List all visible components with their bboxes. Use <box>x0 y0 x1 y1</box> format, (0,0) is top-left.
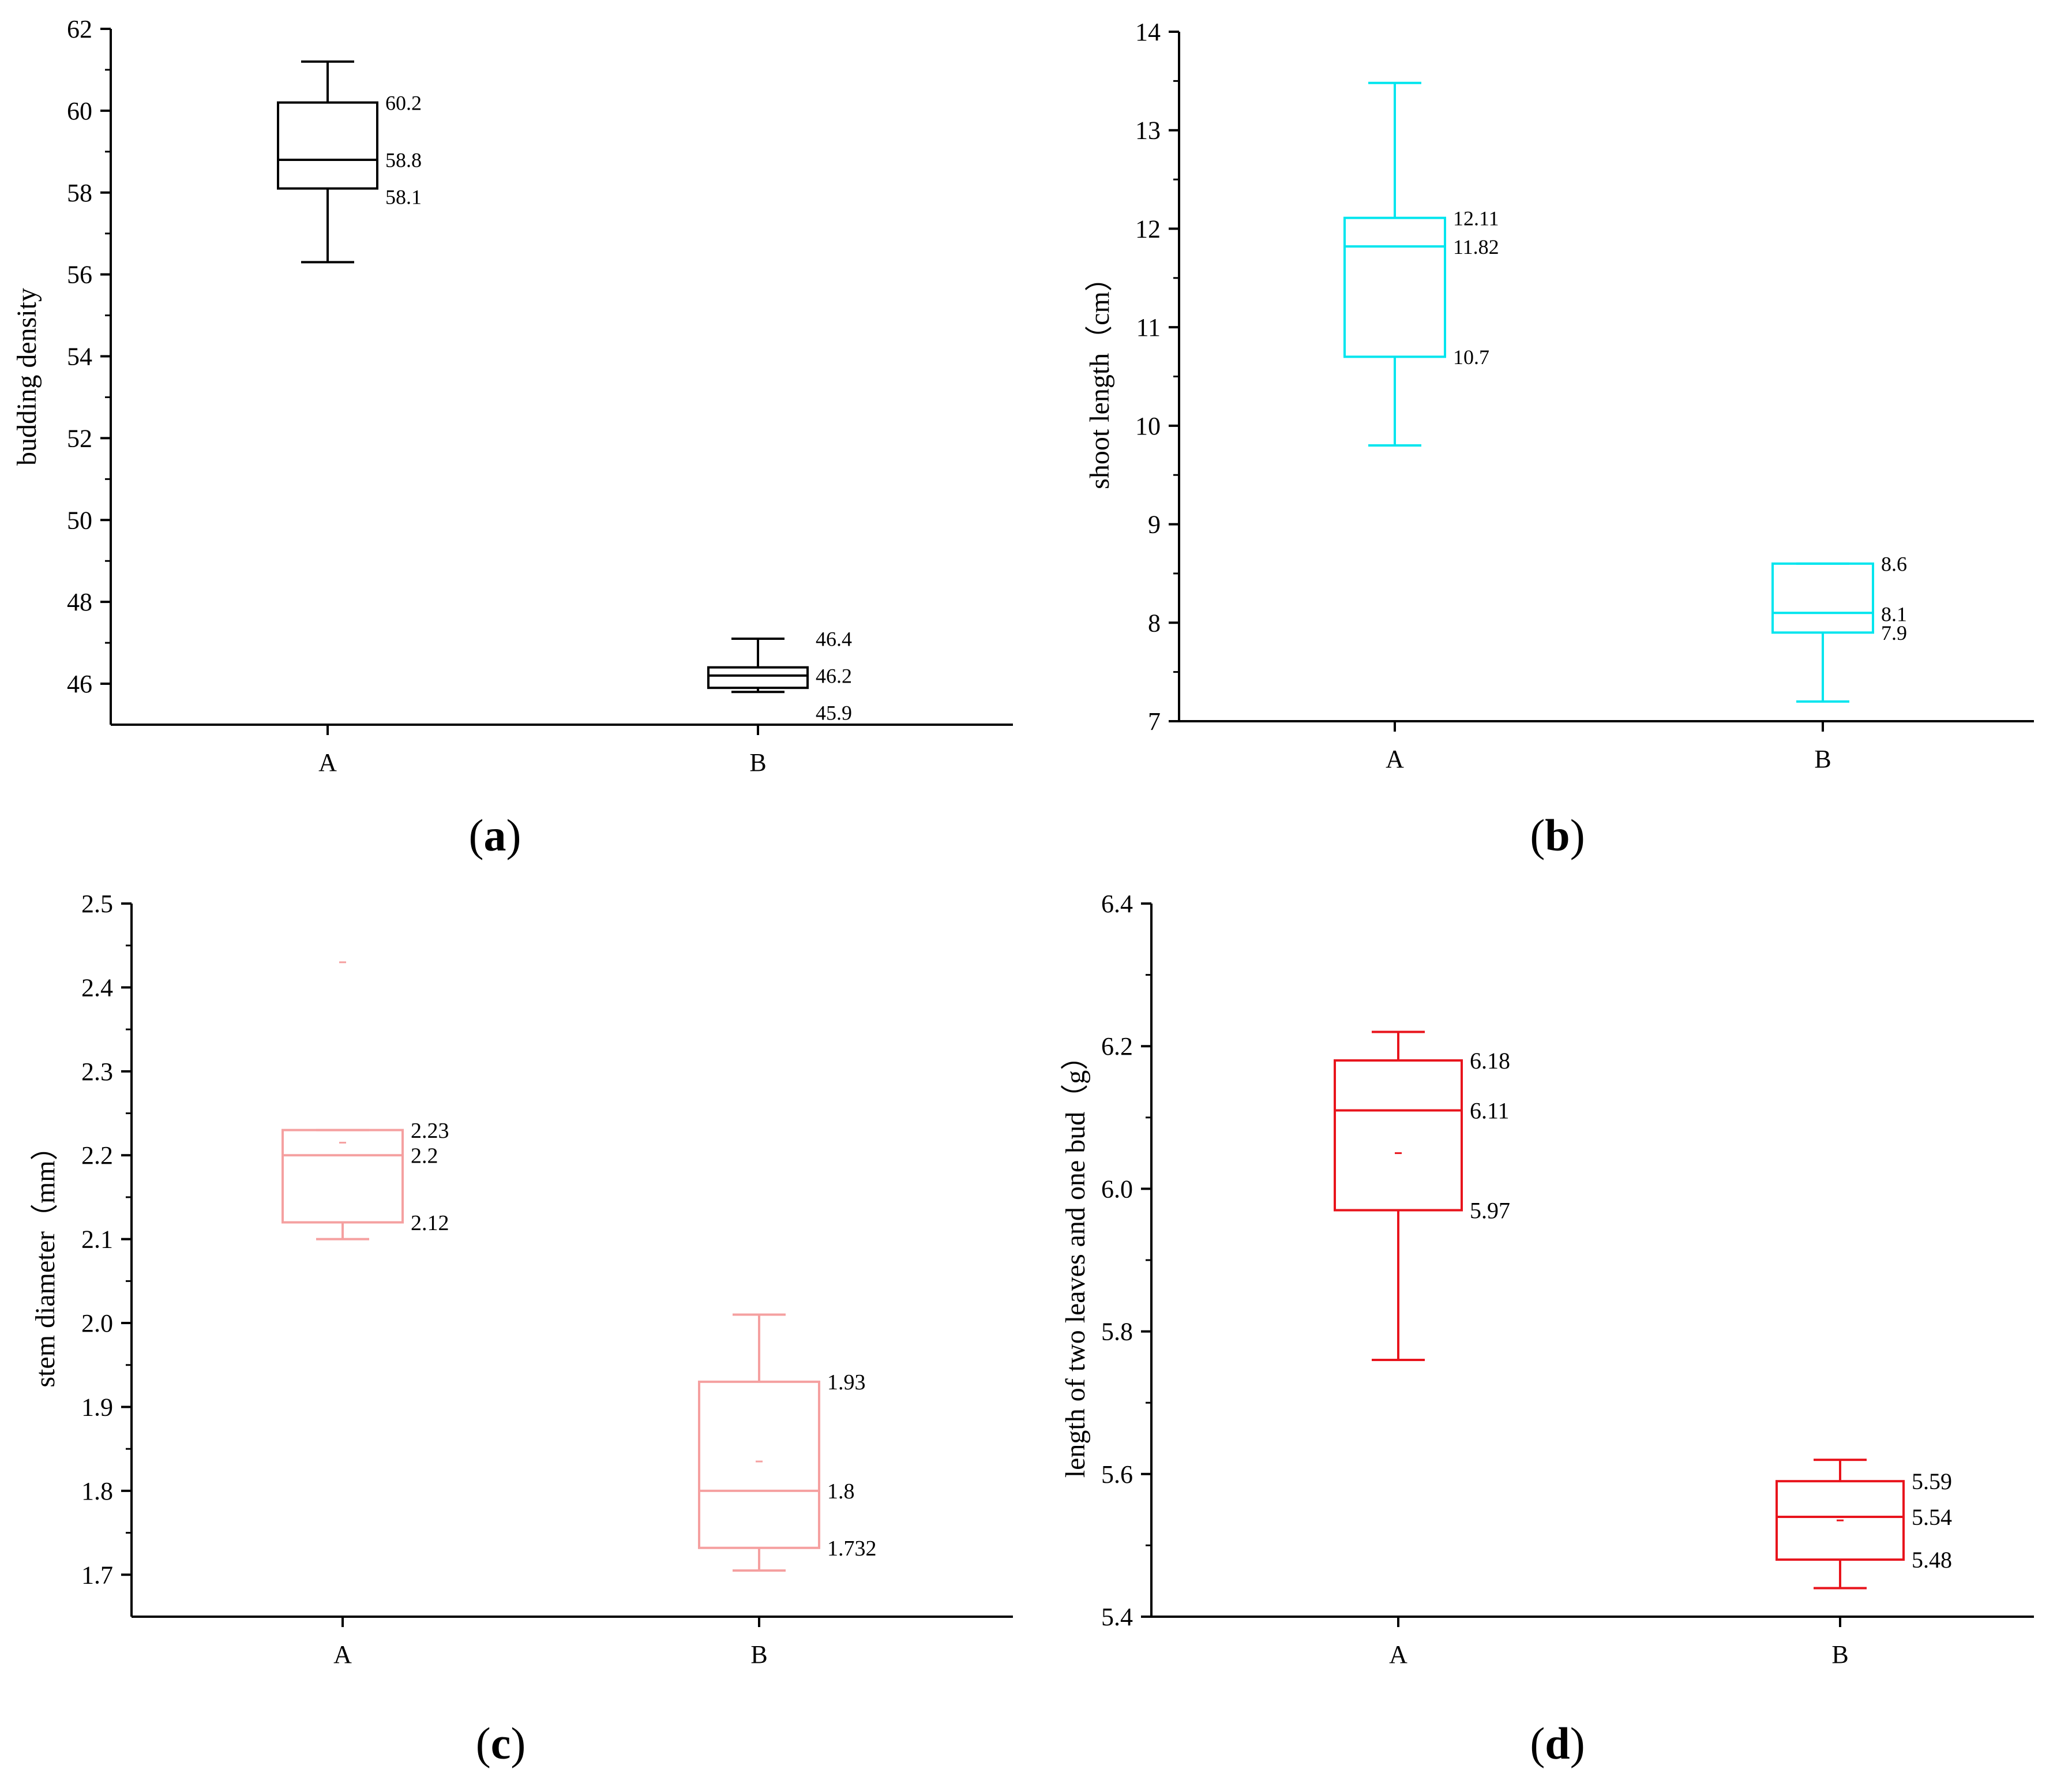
data-label: 58.8 <box>385 149 422 172</box>
data-label: 6.11 <box>1470 1097 1510 1123</box>
data-label: 7.9 <box>1881 621 1907 644</box>
panel-label: (c) <box>476 1718 526 1768</box>
box-A: 12.11 11.82 10.7 <box>1343 81 1499 447</box>
iqr-box <box>277 101 378 190</box>
data-label: 5.54 <box>1912 1504 1952 1530</box>
y-tick-label: 5.6 <box>1101 1460 1133 1489</box>
data-label: 12.11 <box>1453 207 1499 230</box>
box-B: 1.93 1.8 1.732 <box>698 1313 877 1572</box>
box-A: 60.2 58.8 58.1 <box>277 60 422 264</box>
y-tick-label: 6.0 <box>1101 1175 1133 1203</box>
data-label: 46.4 <box>816 628 852 651</box>
data-label: 8.6 <box>1881 552 1907 575</box>
y-tick-label: 1.7 <box>81 1561 113 1589</box>
y-tick-label: 54 <box>67 343 92 371</box>
iqr-box <box>1343 216 1446 358</box>
data-label: 1.732 <box>827 1536 877 1561</box>
data-label: 1.93 <box>827 1370 866 1395</box>
iqr-box <box>1771 562 1874 634</box>
y-tick-label: 46 <box>67 670 92 698</box>
data-label: 2.2 <box>411 1144 438 1168</box>
data-label: 5.97 <box>1470 1197 1510 1223</box>
data-label: 5.59 <box>1912 1468 1952 1494</box>
y-axis-label: shoot length（cm） <box>1084 264 1115 489</box>
y-tick-label: 58 <box>67 179 92 207</box>
y-tick-label: 52 <box>67 424 92 452</box>
panel-label: (d) <box>1530 1718 1585 1768</box>
y-tick-label: 50 <box>67 506 92 534</box>
data-label: 58.1 <box>385 185 422 208</box>
iqr-box <box>698 1380 820 1549</box>
y-tick-label: 10 <box>1135 412 1161 440</box>
data-label: 8.1 <box>1881 603 1907 626</box>
panel-label: (a) <box>469 810 521 860</box>
y-tick-label: 11 <box>1136 313 1161 342</box>
y-tick-label: 56 <box>67 261 92 289</box>
y-axis-label: budding density <box>12 288 42 466</box>
iqr-box <box>1334 1059 1463 1212</box>
y-tick-label: 8 <box>1148 609 1161 637</box>
y-tick-label: 12 <box>1135 215 1161 243</box>
panel-label: (b) <box>1530 810 1585 860</box>
data-label: 6.18 <box>1470 1048 1510 1074</box>
x-tick-label: A <box>318 748 337 777</box>
data-label: 1.8 <box>827 1479 855 1504</box>
y-tick-label: 5.4 <box>1101 1603 1133 1631</box>
y-tick-label: 2.4 <box>81 973 113 1002</box>
y-tick-label: 1.9 <box>81 1393 113 1421</box>
data-label: 46.2 <box>816 664 852 687</box>
x-tick-label: B <box>1831 1640 1848 1669</box>
iqr-box <box>1776 1480 1905 1561</box>
x-tick-label: A <box>333 1640 352 1669</box>
y-tick-label: 2.2 <box>81 1141 113 1170</box>
data-label: 10.7 <box>1453 346 1489 369</box>
box-A: 6.18 6.11 5.97 <box>1334 1030 1510 1362</box>
data-label: 2.23 <box>411 1119 449 1143</box>
box-B: 46.4 46.2 45.9 <box>707 628 852 724</box>
y-tick-label: 62 <box>67 15 92 43</box>
data-label: 60.2 <box>385 91 422 114</box>
iqr-box <box>281 1129 404 1224</box>
x-tick-label: B <box>750 1640 767 1669</box>
y-axis-label: stem diameter（mm） <box>30 1133 61 1387</box>
y-tick-label: 6.2 <box>1101 1032 1133 1060</box>
x-tick-label: B <box>749 748 766 777</box>
box-B: 8.6 8.17.9 <box>1771 552 1907 703</box>
y-tick-label: 60 <box>67 97 92 125</box>
y-axis-label: length of two leaves and one bud（g） <box>1060 1043 1091 1478</box>
y-tick-label: 48 <box>67 588 92 616</box>
y-tick-label: 2.1 <box>81 1225 113 1254</box>
y-tick-label: 5.8 <box>1101 1318 1133 1346</box>
y-tick-label: 2.0 <box>81 1309 113 1337</box>
iqr-box <box>707 666 809 689</box>
box-B: 5.59 5.54 5.48 <box>1776 1459 1952 1590</box>
y-tick-label: 2.5 <box>81 890 113 918</box>
data-label: 5.48 <box>1912 1547 1952 1573</box>
y-tick-label: 13 <box>1135 117 1161 145</box>
x-tick-label: B <box>1814 745 1831 773</box>
y-tick-label: 7 <box>1148 707 1161 736</box>
data-label: 11.82 <box>1453 235 1499 258</box>
data-label: 2.12 <box>411 1211 449 1235</box>
y-tick-label: 1.8 <box>81 1477 113 1505</box>
x-tick-label: A <box>1389 1640 1407 1669</box>
y-tick-label: 2.3 <box>81 1058 113 1086</box>
y-tick-label: 14 <box>1135 18 1161 46</box>
x-tick-label: A <box>1386 745 1404 773</box>
box-A: 2.232.2 2.12 <box>281 961 449 1240</box>
y-tick-label: 9 <box>1148 511 1161 539</box>
y-tick-label: 6.4 <box>1101 890 1133 918</box>
data-label: 45.9 <box>816 701 852 724</box>
